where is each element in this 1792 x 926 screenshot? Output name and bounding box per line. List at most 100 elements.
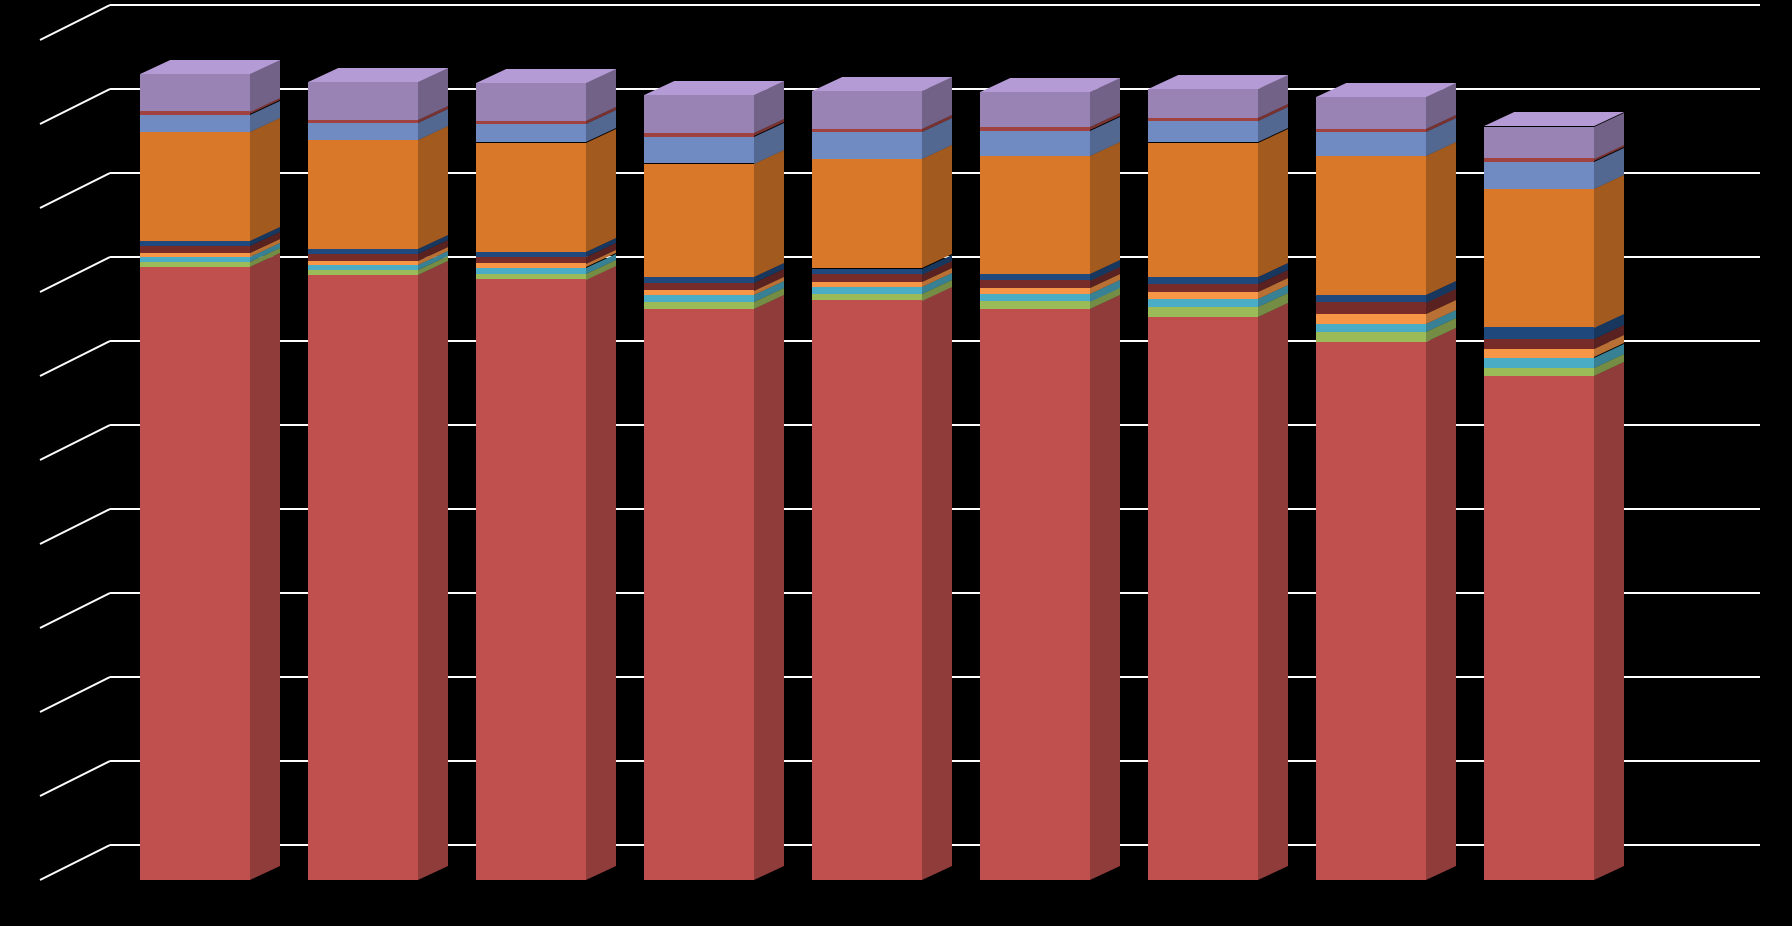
segment-front	[476, 83, 586, 121]
bar-c1-seg-s1_main	[140, 267, 250, 880]
bar-c4-seg-s10_top_purple	[644, 95, 754, 133]
segment-front	[308, 82, 418, 120]
bar-c8-seg-s7_big_orange	[1316, 156, 1426, 295]
segment-front	[1148, 317, 1258, 880]
bar-c2-seg-s4_thin_orange	[308, 261, 418, 265]
bar-c1-seg-s4_thin_orange	[140, 253, 250, 257]
segment-side	[754, 295, 784, 880]
segment-front	[1148, 121, 1258, 142]
segment-front	[308, 270, 418, 275]
segment-front	[1316, 302, 1426, 314]
bar-c6-seg-s7_big_orange	[980, 156, 1090, 274]
segment-front	[140, 253, 250, 257]
bar-c3-seg-s3_thin_teal	[476, 268, 586, 274]
segment-side	[1594, 175, 1624, 328]
bar-c2-seg-s5_thin_darkred	[308, 254, 418, 261]
segment-front	[476, 274, 586, 280]
bar-c4-seg-s5_thin_darkred	[644, 283, 754, 291]
segment-side	[418, 261, 448, 880]
bar-c4-seg-s3_thin_teal	[644, 295, 754, 302]
bar-c4-seg-s7_big_orange	[644, 164, 754, 277]
segment-front	[308, 123, 418, 140]
segment-front	[140, 241, 250, 246]
bar-c7	[1148, 89, 1258, 880]
segment-front	[980, 294, 1090, 302]
bar-c2-seg-s8_blue	[308, 123, 418, 140]
bar-c5-seg-s10_top_purple	[812, 91, 922, 129]
bar-c7-seg-s8_blue	[1148, 121, 1258, 142]
segment-front	[1316, 156, 1426, 295]
segment-front	[1484, 327, 1594, 339]
bar-c5-seg-s5_thin_darkred	[812, 274, 922, 282]
segment-front	[644, 277, 754, 283]
bar-c9-seg-s1_main	[1484, 376, 1594, 880]
segment-side	[1090, 295, 1120, 880]
bar-c7-seg-s2_thin_green	[1148, 307, 1258, 317]
segment-front	[1484, 349, 1594, 357]
bar-c2-seg-s6_thin_blue	[308, 249, 418, 254]
segment-side	[250, 253, 280, 880]
bar-c6-seg-s3_thin_teal	[980, 294, 1090, 302]
bar-c1-seg-s3_thin_teal	[140, 257, 250, 262]
bar-c8-seg-s5_thin_darkred	[1316, 302, 1426, 314]
bar-c2-seg-s10_top_purple	[308, 82, 418, 120]
segment-front	[1316, 342, 1426, 880]
bar-c5	[812, 91, 922, 880]
bar-c2-seg-s1_main	[308, 275, 418, 880]
segment-front	[308, 249, 418, 254]
bar-c4-seg-s4_thin_orange	[644, 290, 754, 295]
bar-c1-seg-s5_thin_darkred	[140, 246, 250, 253]
segment-front	[980, 92, 1090, 127]
segment-front	[812, 287, 922, 294]
segment-front	[980, 127, 1090, 130]
bar-c8-seg-s6_thin_blue	[1316, 295, 1426, 303]
bar-c4-seg-s2_thin_green	[644, 302, 754, 309]
segment-front	[1484, 127, 1594, 159]
segment-front	[140, 267, 250, 880]
segment-front	[476, 263, 586, 267]
bar-c1-seg-s6_thin_blue	[140, 241, 250, 246]
segment-front	[308, 254, 418, 261]
bar-c6-seg-s4_thin_orange	[980, 288, 1090, 294]
bar-c2-seg-s2_thin_green	[308, 270, 418, 275]
segment-front	[1484, 162, 1594, 189]
bar-c1-seg-s10_top_purple	[140, 74, 250, 112]
bar-c3-seg-s8_blue	[476, 124, 586, 142]
bar-c4-seg-s1_main	[644, 309, 754, 880]
bar-c7-seg-s5_thin_darkred	[1148, 284, 1258, 292]
segment-front	[812, 282, 922, 287]
bar-c6-seg-s1_main	[980, 309, 1090, 880]
segment-side	[1594, 362, 1624, 880]
bar-c5-seg-s7_big_orange	[812, 159, 922, 268]
bar-c2-seg-s3_thin_teal	[308, 265, 418, 270]
segment-side	[586, 265, 616, 880]
bar-c8-seg-s3_thin_teal	[1316, 324, 1426, 332]
segment-front	[1484, 376, 1594, 880]
bar-c5-seg-s4_thin_orange	[812, 282, 922, 287]
segment-front	[644, 95, 754, 133]
segment-front	[1148, 292, 1258, 299]
bar-c7-seg-s1_main	[1148, 317, 1258, 880]
bar-c2-seg-s9_thin_red	[308, 120, 418, 123]
bar-c7-seg-s10_top_purple	[1148, 89, 1258, 118]
bar-c8-seg-s1_main	[1316, 342, 1426, 880]
bar-c2	[308, 82, 418, 880]
segment-front	[1316, 132, 1426, 156]
segment-front	[140, 74, 250, 112]
bar-c5-seg-s6_thin_blue	[812, 269, 922, 275]
segment-front	[644, 283, 754, 291]
bar-c9-seg-s10_top_purple	[1484, 127, 1594, 159]
segment-front	[1316, 97, 1426, 129]
bar-c7-seg-s9_thin_red	[1148, 118, 1258, 121]
bar-c5-seg-s2_thin_green	[812, 294, 922, 301]
segment-front	[1148, 118, 1258, 121]
segment-side	[1090, 142, 1120, 274]
bar-c3-seg-s1_main	[476, 279, 586, 880]
bar-c3-seg-s4_thin_orange	[476, 263, 586, 267]
segment-front	[140, 132, 250, 241]
segment-front	[812, 294, 922, 301]
segment-front	[1316, 314, 1426, 324]
segment-front	[140, 111, 250, 114]
bar-c9-seg-s6_thin_blue	[1484, 327, 1594, 339]
segment-front	[308, 265, 418, 270]
